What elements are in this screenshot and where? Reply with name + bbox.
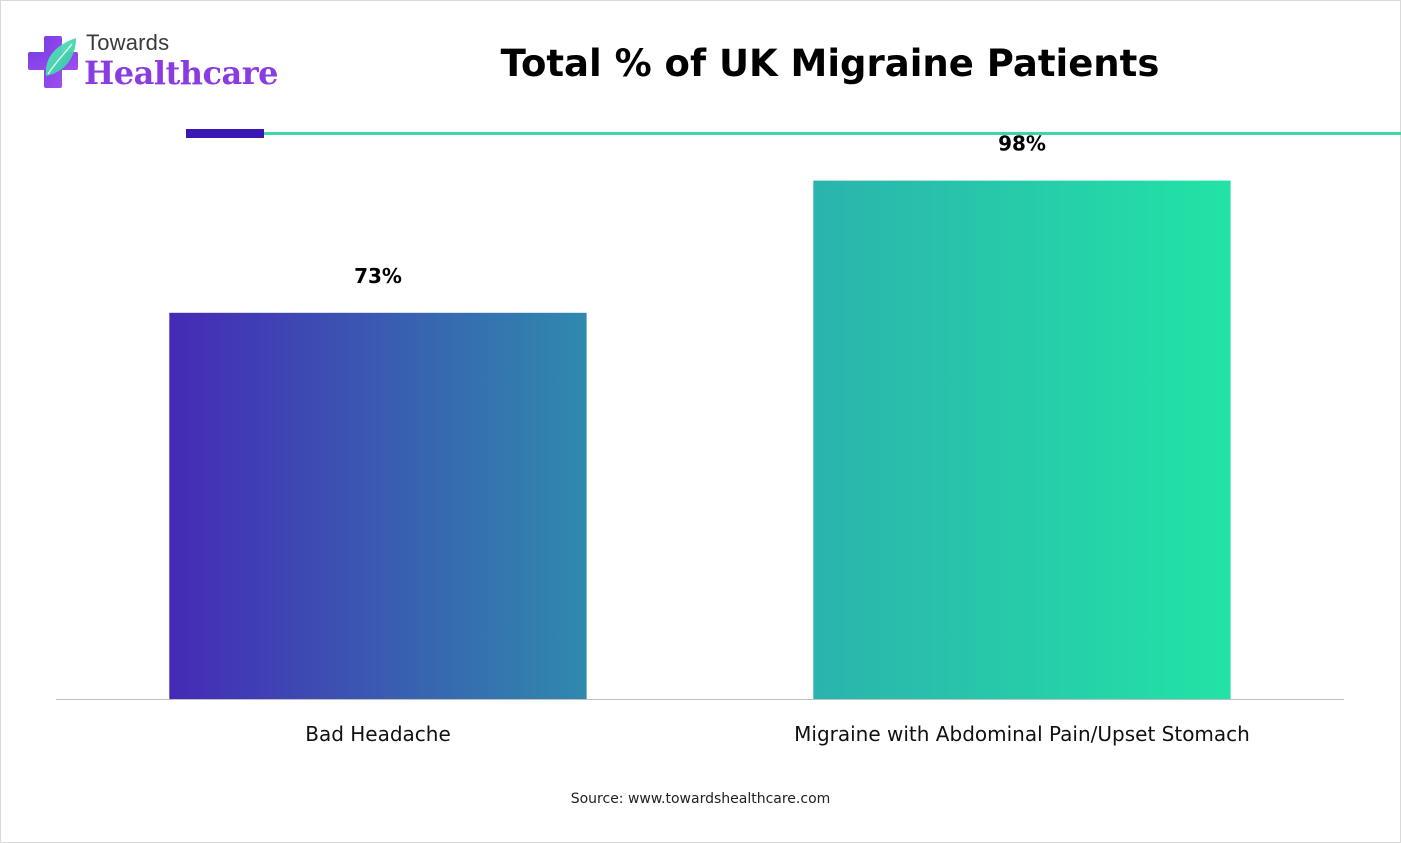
data-label-2: 98%	[998, 132, 1046, 156]
bar-2	[813, 180, 1231, 700]
x-tick-label-2: Migraine with Abdominal Pain/Upset Stoma…	[794, 722, 1250, 746]
chart-title: Total % of UK Migraine Patients	[500, 42, 1160, 85]
title-rule-accent	[186, 129, 264, 138]
data-label-1: 73%	[354, 264, 402, 288]
brand-name-line2: Healthcare	[84, 54, 278, 92]
title-rule	[264, 132, 1401, 135]
brand-logo: Towards Healthcare	[26, 30, 278, 100]
x-tick-label-1: Bad Headache	[305, 722, 451, 746]
bar-1	[169, 312, 587, 699]
brand-name-line1: Towards	[86, 30, 170, 55]
source-note: Source: www.towardshealthcare.com	[570, 791, 831, 807]
medical-cross-leaf-icon	[28, 36, 78, 88]
